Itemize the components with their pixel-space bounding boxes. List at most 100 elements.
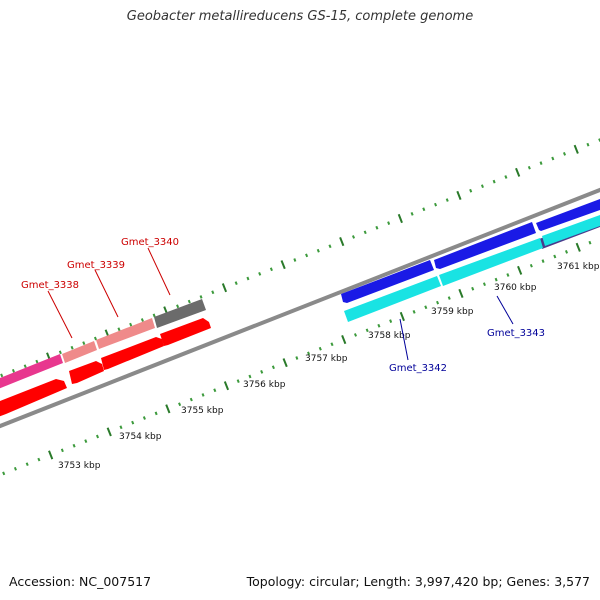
- inner-major-tick: [458, 288, 464, 298]
- inner-minor-tick: [295, 356, 299, 360]
- outer-minor-tick: [586, 142, 590, 147]
- outer-minor-tick: [539, 161, 543, 165]
- outer-minor-tick: [316, 248, 320, 253]
- gene-feature-gmet-3340[interactable]: [154, 299, 206, 328]
- map-title: Geobacter metallireducens GS-15, complet…: [126, 9, 474, 24]
- outer-minor-tick: [293, 258, 297, 262]
- inner-minor-tick: [377, 323, 381, 328]
- inner-major-tick: [341, 335, 347, 345]
- inner-minor-tick: [553, 254, 557, 259]
- inner-minor-tick: [529, 263, 533, 268]
- inner-minor-tick: [541, 259, 545, 263]
- outer-minor-tick: [305, 253, 309, 258]
- gene-label-gmet-3340[interactable]: Gmet_3340: [121, 237, 179, 248]
- inner-minor-tick: [37, 457, 41, 462]
- inner-minor-tick: [447, 296, 451, 300]
- outer-minor-tick: [176, 304, 180, 309]
- outer-major-tick: [339, 237, 345, 247]
- outer-minor-tick: [234, 281, 238, 285]
- inner-minor-tick: [506, 273, 510, 277]
- inner-minor-tick: [436, 300, 440, 305]
- gene-feature-gmet-3342[interactable]: [344, 276, 441, 322]
- inner-minor-tick: [424, 305, 428, 310]
- kbp-label-3761: 3761 kbp: [557, 262, 600, 272]
- inner-minor-tick: [471, 286, 475, 291]
- gene-feature-magenta[interactable]: [0, 354, 63, 389]
- outer-major-tick: [456, 190, 462, 200]
- inner-minor-tick: [236, 379, 240, 383]
- outer-minor-tick: [492, 179, 496, 184]
- outer-minor-tick: [82, 341, 86, 345]
- outer-minor-tick: [211, 290, 215, 295]
- inner-minor-tick: [271, 365, 275, 370]
- gene-label-gmet-3339[interactable]: Gmet_3339: [67, 260, 125, 271]
- gene-feature-gmet-3339[interactable]: [96, 318, 155, 349]
- inner-minor-tick: [213, 388, 217, 393]
- outer-minor-tick: [434, 202, 438, 207]
- gene-feature-gmet-3338[interactable]: [62, 341, 97, 363]
- outer-minor-tick: [269, 267, 273, 272]
- outer-minor-tick: [527, 165, 531, 170]
- cds-arrow-blue-1[interactable]: [341, 260, 434, 303]
- outer-minor-tick: [387, 221, 391, 225]
- inner-minor-tick: [25, 462, 29, 466]
- gene-label-gmet-3343[interactable]: Gmet_3343: [487, 328, 545, 339]
- inner-minor-tick: [189, 397, 193, 402]
- outer-minor-tick: [422, 207, 426, 212]
- outer-minor-tick: [375, 225, 379, 230]
- inner-major-tick: [48, 450, 54, 460]
- inner-minor-tick: [13, 466, 17, 471]
- outer-minor-tick: [70, 345, 74, 350]
- gene-feature-cyan-3[interactable]: [542, 215, 600, 246]
- accession-text: Accession: NC_007517: [9, 574, 152, 589]
- outer-minor-tick: [11, 368, 15, 373]
- cds-arrow-1[interactable]: [0, 379, 67, 417]
- kbp-label-3756: 3756 kbp: [243, 380, 286, 390]
- inner-minor-tick: [389, 319, 393, 323]
- outer-minor-tick: [351, 235, 356, 239]
- inner-minor-tick: [318, 346, 322, 351]
- inner-major-tick: [223, 381, 230, 391]
- outer-minor-tick: [199, 295, 203, 299]
- cds-arrow-4[interactable]: [160, 318, 211, 346]
- inner-major-tick: [106, 427, 112, 437]
- inner-minor-tick: [178, 402, 182, 407]
- outer-minor-tick: [445, 198, 449, 202]
- inner-minor-tick: [494, 277, 498, 282]
- cds-arrow-blue-2[interactable]: [434, 222, 536, 269]
- inner-major-tick: [282, 358, 288, 368]
- inner-minor-tick: [60, 448, 64, 453]
- outer-minor-tick: [140, 318, 144, 322]
- outer-minor-tick: [504, 175, 508, 179]
- outer-minor-tick: [187, 299, 191, 304]
- outer-minor-tick: [328, 244, 332, 249]
- gene-label-gmet-3338[interactable]: Gmet_3338: [21, 280, 79, 291]
- inner-major-tick: [575, 242, 581, 252]
- inner-minor-tick: [482, 282, 486, 287]
- inner-minor-tick: [588, 240, 592, 245]
- feature-track-inner-right: [344, 215, 600, 322]
- outer-minor-tick: [93, 336, 98, 341]
- inner-minor-tick: [201, 393, 205, 397]
- cds-arrow-blue-3[interactable]: [536, 199, 600, 231]
- kbp-label-3760: 3760 kbp: [494, 283, 537, 293]
- inner-major-tick: [399, 311, 405, 322]
- inner-minor-tick: [131, 420, 135, 425]
- cds-arrow-3[interactable]: [101, 337, 164, 370]
- outer-minor-tick: [152, 313, 156, 318]
- kbp-label-3758: 3758 kbp: [368, 331, 411, 341]
- kbp-label-3753: 3753 kbp: [58, 461, 101, 471]
- inner-minor-tick: [72, 443, 76, 448]
- cds-arrow-2[interactable]: [69, 361, 104, 384]
- inner-minor-tick: [353, 333, 358, 337]
- outer-minor-tick: [480, 184, 484, 189]
- genome-backbone: [0, 187, 600, 429]
- gene-feature-gmet-3343[interactable]: [439, 238, 543, 286]
- inner-minor-tick: [365, 328, 369, 333]
- kbp-label-3754: 3754 kbp: [119, 432, 162, 442]
- leader-line-gmet-3343: [496, 295, 514, 325]
- gene-label-gmet-3342[interactable]: Gmet_3342: [389, 363, 447, 374]
- outer-major-tick: [515, 167, 521, 177]
- outer-major-tick: [221, 283, 228, 293]
